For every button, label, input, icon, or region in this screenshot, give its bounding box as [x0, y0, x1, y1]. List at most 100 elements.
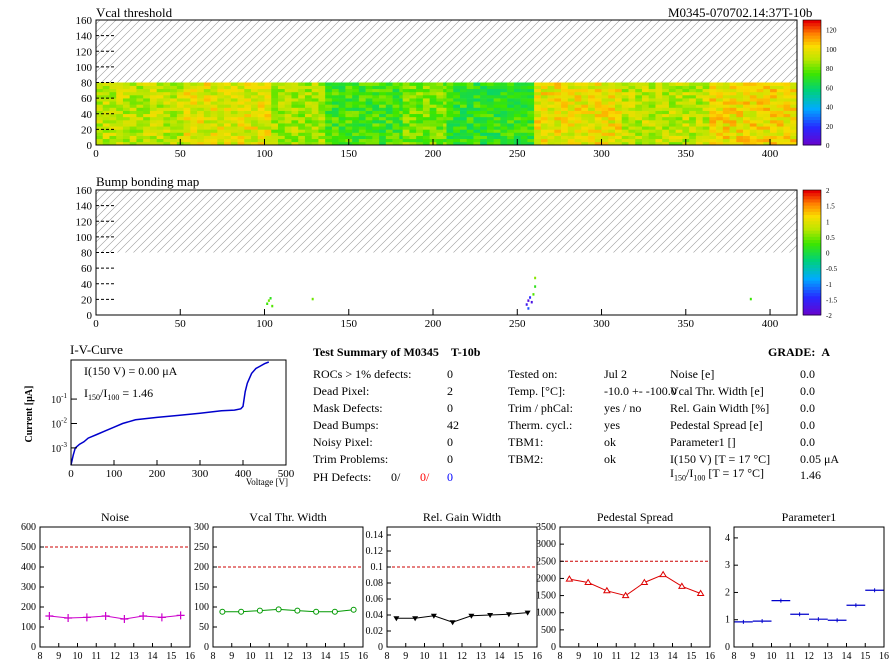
vcal-pixel-cell — [352, 110, 360, 115]
bump-xtick-label: 150 — [341, 318, 358, 330]
vcal-pixel-cell — [277, 132, 286, 136]
vcal-palette-label: 0 — [826, 142, 830, 150]
vcal-pixel-cell — [251, 110, 259, 115]
bump-palette-cell — [803, 236, 821, 241]
noise-ytick-label: 0 — [31, 642, 36, 653]
vcal-pixel-cell — [304, 88, 312, 93]
vcal-pixel-cell — [416, 91, 424, 96]
vcal-pixel-cell — [197, 104, 205, 108]
gain-width-xtick-label: 9 — [403, 651, 408, 662]
vcal-pixel-cell — [331, 88, 339, 93]
vcal-pixel-cell — [736, 98, 744, 102]
vcal-pixel-cell — [588, 107, 596, 111]
vcal-pixel-cell — [129, 132, 137, 136]
vcal-pixel-cell — [257, 98, 265, 102]
vcal-width-xtick-label: 9 — [229, 651, 234, 662]
vcal-pixel-cell — [149, 113, 157, 118]
vcal-pixel-cell — [655, 110, 663, 115]
noise-point — [101, 612, 110, 620]
vcal-pixel-cell — [520, 129, 528, 133]
vcal-pixel-cell — [682, 98, 690, 102]
vcal-pixel-cell — [520, 120, 528, 124]
vcal-pixel-cell — [756, 116, 764, 121]
vcal-pixel-cell — [409, 85, 417, 90]
vcal-pixel-cell — [729, 104, 737, 108]
vcal-pixel-cell — [702, 82, 710, 86]
vcal-pixel-cell — [402, 110, 410, 115]
vcal-pixel-cell — [601, 107, 609, 111]
vcal-pixel-cell — [534, 120, 542, 124]
vcal-pixel-cell — [257, 101, 265, 105]
vcal-pixel-cell — [743, 138, 751, 143]
noise-xtick-label: 8 — [38, 651, 43, 662]
vcal-pixel-cell — [96, 123, 104, 127]
vcal-pixel-cell — [513, 91, 521, 96]
vcal-pixel-cell — [237, 141, 245, 146]
bump-pixel — [269, 297, 272, 300]
vcal-pixel-cell — [277, 135, 286, 140]
vcal-pixel-cell — [102, 104, 110, 108]
vcal-pixel-cell — [372, 120, 380, 124]
vcal-pixel-cell — [170, 116, 178, 121]
bump-pixel — [525, 303, 528, 306]
vcal-pixel-cell — [635, 91, 643, 96]
vcal-pixel-cell — [358, 101, 366, 105]
vcal-pixel-cell — [695, 107, 703, 111]
vcal-pixel-cell — [298, 135, 306, 140]
vcal-pixel-cell — [197, 107, 205, 111]
vcal-pixel-cell — [594, 132, 602, 136]
vcal-pixel-cell — [402, 113, 410, 118]
pedestal-spread-ytick-label: 3500 — [536, 522, 556, 533]
vcal-pixel-cell — [480, 101, 488, 105]
vcal-pixel-cell — [668, 104, 676, 108]
vcal-pixel-cell — [277, 126, 286, 130]
vcal-pixel-cell — [197, 88, 205, 93]
vcal-pixel-cell — [743, 120, 751, 124]
vcal-pixel-cell — [304, 98, 312, 102]
vcal-pixel-cell — [244, 98, 252, 102]
gain-width-line — [396, 612, 528, 623]
vcal-pixel-cell — [641, 141, 650, 146]
vcal-pixel-cell — [365, 110, 373, 115]
vcal-pixel-cell — [702, 107, 710, 111]
vcal-pixel-cell — [783, 104, 791, 108]
vcal-pixel-cell — [136, 138, 144, 143]
vcal-pixel-cell — [358, 85, 366, 90]
vcal-pixel-cell — [402, 98, 410, 102]
vcal-pixel-cell — [682, 85, 690, 90]
vcal-pixel-cell — [459, 132, 468, 136]
vcal-xtick-label: 400 — [762, 148, 779, 160]
vcal-pixel-cell — [689, 141, 697, 146]
vcal-pixel-cell — [170, 104, 178, 108]
vcal-pixel-cell — [409, 91, 417, 96]
vcal-pixel-cell — [459, 120, 468, 124]
vcal-pixel-cell — [385, 91, 393, 96]
vcal-pixel-cell — [338, 138, 346, 143]
vcal-pixel-cell — [466, 129, 474, 133]
vcal-pixel-cell — [311, 132, 319, 136]
vcal-pixel-cell — [149, 135, 157, 140]
vcal-pixel-cell — [574, 98, 582, 102]
noise-xtick-label: 10 — [73, 651, 83, 662]
vcal-pixel-cell — [756, 101, 764, 105]
gain-width-ytick-label: 0.12 — [366, 546, 384, 557]
vcal-pixel-cell — [122, 120, 131, 124]
vcal-pixel-cell — [547, 126, 555, 130]
vcal-pixel-cell — [190, 129, 198, 133]
vcal-pixel-cell — [358, 95, 366, 99]
vcal-pixel-cell — [392, 85, 400, 90]
vcal-pixel-cell — [183, 110, 191, 115]
pedestal-spread-point — [602, 586, 611, 594]
vcal-pixel-cell — [641, 91, 650, 96]
vcal-pixel-cell — [689, 135, 697, 140]
vcal-ytick-label: 40 — [81, 109, 93, 121]
vcal-pixel-cell — [392, 104, 400, 108]
vcal-pixel-cell — [122, 138, 131, 143]
vcal-pixel-cell — [271, 85, 279, 90]
bump-pixel — [534, 276, 537, 280]
vcal-pixel-cell — [352, 129, 360, 133]
vcal-pixel-cell — [716, 113, 724, 118]
vcal-pixel-cell — [116, 91, 124, 96]
vcal-pixel-cell — [409, 82, 417, 86]
vcal-pixel-cell — [621, 141, 629, 146]
